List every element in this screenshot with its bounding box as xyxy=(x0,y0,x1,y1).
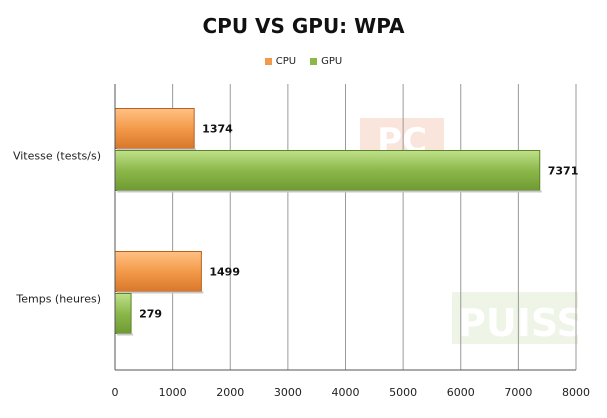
x-tick-label: 4000 xyxy=(332,386,360,399)
x-tick-label: 5000 xyxy=(389,386,417,399)
watermark-text-bottom: PUISSA xyxy=(458,301,607,345)
legend-swatch-cpu xyxy=(264,58,272,65)
legend-item-cpu: CPU xyxy=(264,56,297,67)
data-label: 1374 xyxy=(202,123,233,136)
x-tick-label: 2000 xyxy=(216,386,244,399)
bar-cpu xyxy=(114,108,195,149)
data-label: 279 xyxy=(139,308,162,321)
bar-shadow xyxy=(117,148,197,151)
y-category-label: Temps (heures) xyxy=(15,293,101,306)
bar-shadow xyxy=(117,333,134,336)
bar-gpu xyxy=(114,150,541,191)
data-label: 1499 xyxy=(209,266,240,279)
watermark-box-bottom xyxy=(452,292,578,344)
y-category-label: Vitesse (tests/s) xyxy=(13,150,101,163)
bar-shadow xyxy=(117,291,204,294)
x-tick-label: 7000 xyxy=(504,386,532,399)
x-tick-label: 0 xyxy=(112,386,119,399)
x-tick-label: 1000 xyxy=(159,386,187,399)
bar-gpu xyxy=(114,293,132,334)
legend-swatch-gpu xyxy=(310,58,318,65)
x-tick-label: 8000 xyxy=(562,386,590,399)
legend-label-gpu: GPU xyxy=(321,56,343,67)
bar-cpu xyxy=(114,251,202,292)
chart-title: CPU VS GPU: WPA xyxy=(202,14,405,38)
legend: CPU GPU xyxy=(0,56,607,67)
legend-item-gpu: GPU xyxy=(310,56,342,67)
x-tick-label: 6000 xyxy=(447,386,475,399)
bar-shadow xyxy=(117,190,542,193)
x-tick-label: 3000 xyxy=(274,386,302,399)
legend-label-cpu: CPU xyxy=(275,56,297,67)
data-label: 7371 xyxy=(548,165,579,178)
